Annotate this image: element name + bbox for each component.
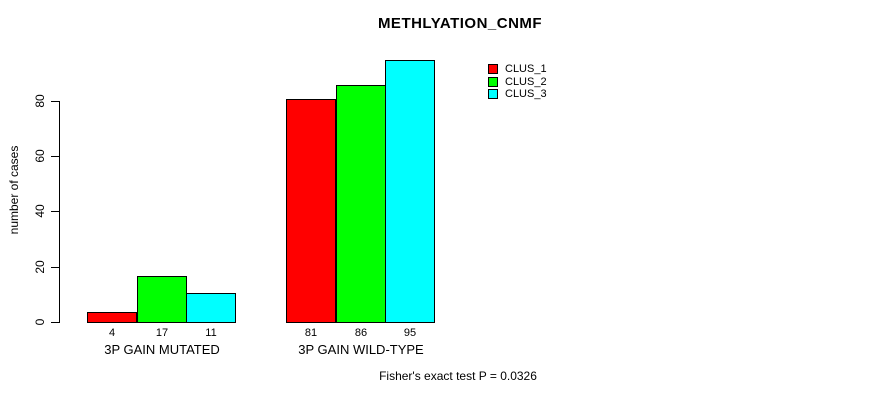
y-axis-tick bbox=[51, 155, 59, 157]
bar-value-label: 95 bbox=[403, 327, 417, 339]
bar-value-label: 81 bbox=[304, 327, 318, 339]
y-axis-title: number of cases bbox=[7, 145, 21, 235]
bar-clus_3-2 bbox=[385, 60, 435, 323]
y-axis-tick bbox=[51, 100, 59, 102]
x-category-label: 3P GAIN WILD-TYPE bbox=[298, 342, 424, 357]
bar-clus_3-1 bbox=[186, 293, 236, 323]
bar-value-label: 86 bbox=[354, 327, 368, 339]
legend-swatch-icon bbox=[488, 89, 498, 99]
bar-clus_1-1 bbox=[87, 312, 137, 323]
bar-clus_1-2 bbox=[286, 99, 336, 323]
y-axis-tick bbox=[51, 322, 59, 323]
legend-label: CLUS_1 bbox=[505, 63, 547, 75]
bar-value-label: 11 bbox=[205, 327, 217, 339]
y-axis-tick-label: 20 bbox=[33, 259, 47, 274]
bar-clus_2-2 bbox=[336, 85, 386, 323]
y-axis-tick-label: 40 bbox=[33, 204, 47, 218]
bar-clus_2-1 bbox=[137, 276, 187, 323]
legend-label: CLUS_2 bbox=[505, 75, 547, 88]
legend-swatch-icon bbox=[488, 64, 498, 74]
annotation-text: Fisher's exact test P = 0.0326 bbox=[379, 369, 537, 383]
x-category-label: 3P GAIN MUTATED bbox=[104, 342, 220, 357]
chart-title: METHLYATION_CNMF bbox=[377, 15, 543, 32]
y-axis-tick bbox=[51, 211, 59, 213]
y-axis-tick-label: 60 bbox=[33, 149, 47, 163]
y-axis-tick bbox=[51, 266, 59, 268]
y-axis-tick-label: 80 bbox=[33, 93, 47, 108]
y-axis-line bbox=[59, 100, 60, 323]
legend-swatch-icon bbox=[488, 76, 498, 87]
bar-value-label: 17 bbox=[155, 327, 169, 339]
bar-value-label: 4 bbox=[108, 327, 116, 339]
y-axis-tick-label: 0 bbox=[33, 318, 47, 326]
legend-label: CLUS_3 bbox=[505, 88, 547, 100]
